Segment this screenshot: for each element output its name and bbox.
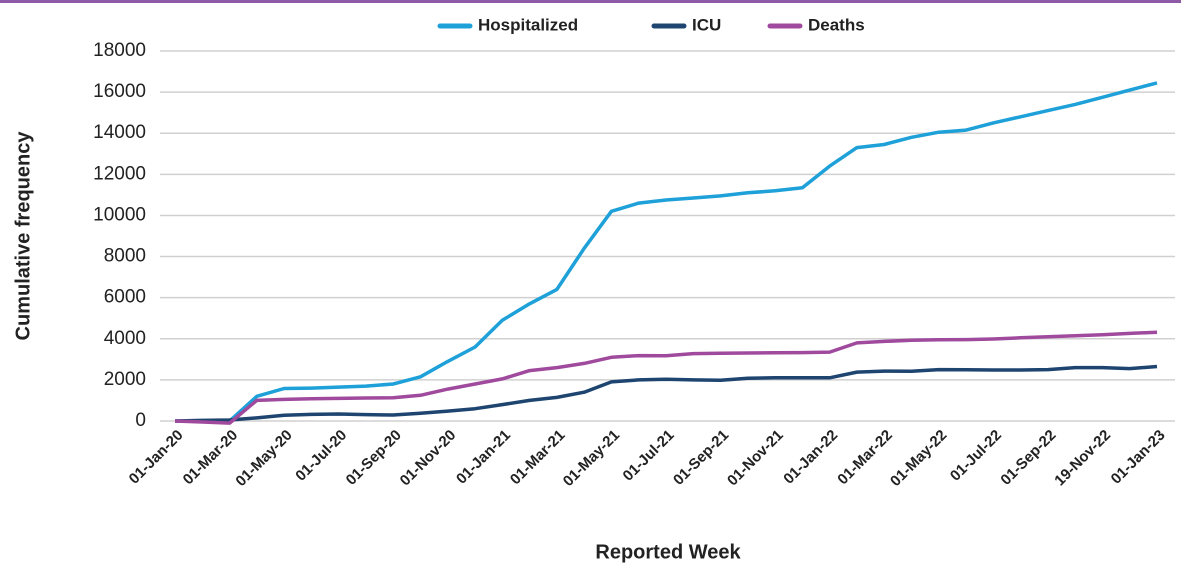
y-tick-label: 18000 bbox=[93, 40, 146, 61]
y-tick-label: 4000 bbox=[104, 328, 146, 349]
x-tick-label: 01-Jan-21 bbox=[453, 427, 514, 488]
x-tick-label: 01-Jan-23 bbox=[1108, 427, 1169, 488]
data-line bbox=[175, 81, 1158, 423]
x-tick-label: 01-Mar-22 bbox=[834, 427, 896, 489]
x-tick-label: 01-Jul-20 bbox=[292, 427, 350, 485]
x-tick-label: 19-Nov-22 bbox=[1051, 427, 1114, 490]
y-tick-label: 16000 bbox=[93, 81, 146, 102]
y-tick-label: 6000 bbox=[104, 287, 146, 308]
legend-label: Hospitalized bbox=[478, 15, 578, 34]
data-line bbox=[174, 364, 1158, 423]
legend-label: ICU bbox=[692, 15, 721, 34]
x-tick-label: 01-Nov-21 bbox=[724, 427, 787, 490]
x-tick-label: 01-Nov-20 bbox=[397, 427, 460, 490]
x-tick-label: 01-Jul-22 bbox=[947, 427, 1005, 485]
x-tick-label: 01-Jan-22 bbox=[780, 427, 841, 488]
y-tick-label: 10000 bbox=[93, 204, 146, 225]
data-line bbox=[174, 330, 1158, 425]
x-tick-label: 01-May-21 bbox=[560, 427, 623, 490]
x-tick-label: 01-Sep-22 bbox=[997, 427, 1059, 489]
x-tick-label: 01-Jul-21 bbox=[620, 427, 678, 485]
y-axis-title: Cumulative frequency bbox=[12, 131, 34, 341]
x-axis-title: Reported Week bbox=[595, 541, 741, 563]
x-tick-label: 01-Jan-20 bbox=[126, 427, 187, 488]
y-tick-label: 14000 bbox=[93, 122, 146, 143]
legend-label: Deaths bbox=[808, 15, 865, 34]
y-tick-label: 2000 bbox=[104, 369, 146, 390]
y-tick-label: 0 bbox=[135, 410, 146, 431]
top-border bbox=[0, 0, 1181, 3]
x-tick-label: 01-May-22 bbox=[887, 427, 950, 490]
x-tick-label: 01-Mar-21 bbox=[507, 427, 569, 489]
y-tick-label: 8000 bbox=[104, 246, 146, 267]
x-tick-label: 01-Sep-21 bbox=[670, 427, 732, 489]
y-tick-label: 12000 bbox=[93, 163, 146, 184]
x-tick-label: 01-Mar-20 bbox=[180, 427, 242, 489]
x-tick-label: 01-Sep-20 bbox=[343, 427, 405, 489]
x-tick-label: 01-May-20 bbox=[232, 427, 295, 490]
